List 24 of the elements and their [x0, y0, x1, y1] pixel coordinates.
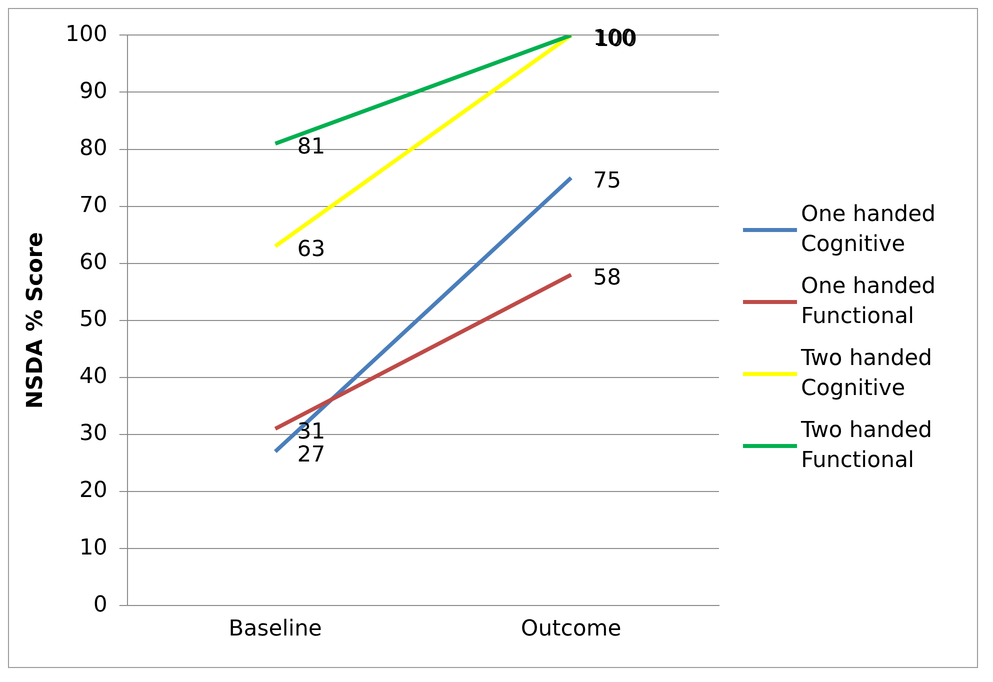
data-label: 27: [297, 442, 326, 468]
y-tick-label: 60: [79, 250, 108, 276]
y-tick-label: 100: [65, 22, 108, 47]
legend-label: Two handed Cognitive: [801, 345, 934, 403]
legend-label: One handed Cognitive: [801, 201, 937, 259]
y-tick-label: 80: [79, 136, 108, 161]
y-tick-label: 70: [79, 193, 108, 218]
y-tick-label: 40: [79, 364, 108, 390]
y-tick-label: 30: [79, 421, 108, 446]
y-axis-title: NSDA % Score: [22, 232, 48, 409]
y-tick-label: 10: [79, 535, 108, 560]
legend-label: One handed Functional: [801, 273, 937, 331]
data-label: 58: [593, 265, 622, 290]
x-tick-label: Baseline: [228, 616, 322, 642]
y-tick-label: 0: [93, 592, 108, 618]
data-label: 81: [297, 134, 326, 160]
x-tick-label: Outcome: [520, 616, 622, 642]
y-tick-label: 20: [79, 478, 108, 504]
y-tick-label: 90: [79, 78, 108, 104]
data-label: 75: [593, 168, 622, 194]
legend-label: Two handed Functional: [801, 417, 934, 475]
data-label: 31: [297, 419, 326, 444]
data-label: 63: [297, 236, 326, 262]
y-tick-label: 50: [79, 307, 108, 332]
